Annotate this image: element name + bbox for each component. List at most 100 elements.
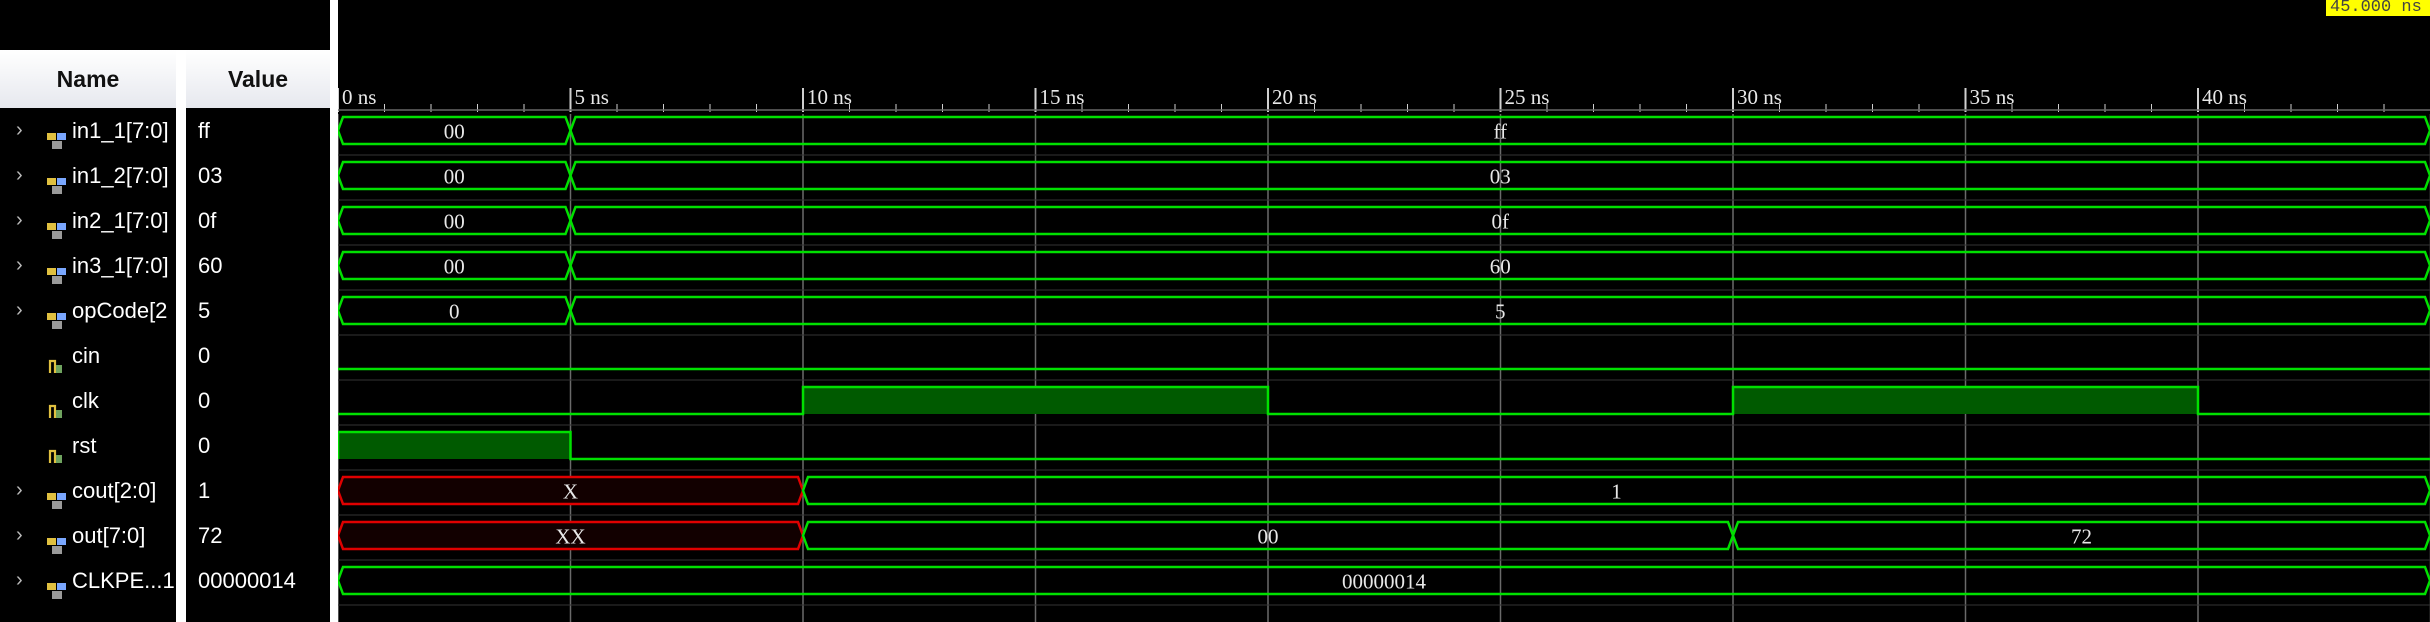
signal-name-column: › in1_1[7:0] › in1_2[7:0] › in2_1[7:0] › in3_1[…	[0, 108, 176, 622]
bus-segment	[569, 295, 2430, 326]
signal-row-10[interactable]: › CLKPE...1:0	[0, 558, 176, 603]
signal-name: cin	[72, 343, 101, 368]
signal-value: 72	[198, 523, 223, 548]
bit-signal-icon	[46, 391, 68, 418]
signal-name: in1_2[7:0]	[72, 163, 169, 188]
bit-signal-icon	[46, 436, 68, 463]
chevron-right-icon[interactable]: ›	[16, 164, 23, 186]
signal-row-9[interactable]: › out[7:0]	[0, 513, 176, 558]
time-tick-label: 15 ns	[1040, 85, 1085, 109]
signal-name: cout[2:0]	[72, 478, 157, 503]
time-tick-label: 5 ns	[575, 85, 609, 109]
signal-name: rst	[72, 433, 97, 458]
signal-value: 0f	[198, 208, 217, 233]
bus-value-label: 72	[2071, 525, 2092, 549]
signal-row-2[interactable]: › in2_1[7:0]	[0, 198, 176, 243]
signal-value: 1	[198, 478, 211, 503]
column-header: Name Value	[0, 50, 330, 108]
bus-signal-icon	[46, 571, 68, 599]
bit-waveform	[338, 430, 2430, 461]
bus-signal-icon	[46, 211, 68, 239]
chevron-right-icon[interactable]: ›	[16, 524, 23, 546]
bus-segment	[801, 475, 2430, 506]
signal-value: 0	[198, 343, 211, 368]
column-separator[interactable]	[176, 50, 186, 622]
signal-list-panel: Name Value › in1_1[7:0] › in1_2[7:0] › in2_1[…	[0, 0, 330, 622]
signal-row-8[interactable]: › cout[2:0]	[0, 468, 176, 513]
time-tick-label: 0 ns	[342, 85, 376, 109]
signal-name: clk	[72, 388, 99, 413]
bus-signal-icon	[46, 301, 68, 329]
bus-value-label: 00	[444, 210, 465, 234]
bus-value-label: ff	[1493, 120, 1507, 144]
bit-signal-icon	[46, 346, 68, 373]
bus-value-label: 00	[444, 165, 465, 189]
bus-value-label: 1	[1611, 480, 1622, 504]
bus-value-label: 03	[1490, 165, 1511, 189]
bus-segment	[569, 205, 2430, 236]
signal-name: out[7:0]	[72, 523, 146, 548]
signal-value: 60	[198, 253, 223, 278]
time-tick-label: 10 ns	[807, 85, 852, 109]
time-tick-label: 25 ns	[1505, 85, 1550, 109]
time-tick-label: 40 ns	[2202, 85, 2247, 109]
bus-segment	[569, 250, 2430, 281]
signal-name: in2_1[7:0]	[72, 208, 169, 233]
bit-high-fill	[803, 387, 1268, 414]
signal-value: 0	[198, 388, 211, 413]
bus-segment	[569, 160, 2430, 191]
bus-value-label: 00	[444, 255, 465, 279]
bit-high-fill	[1733, 387, 2198, 414]
bus-signal-icon	[46, 481, 68, 509]
chevron-right-icon[interactable]: ›	[16, 119, 23, 141]
signal-name: in3_1[7:0]	[72, 253, 169, 278]
signal-value: 03	[198, 163, 223, 188]
bus-segment	[1731, 520, 2430, 551]
bus-value-label: 0f	[1492, 210, 1510, 234]
waveform-view[interactable]: 0 ns 5 ns 10 ns 15 ns 20 ns 25 ns 30 ns 35 ns 40…	[338, 0, 2430, 622]
signal-row-0[interactable]: › in1_1[7:0]	[0, 108, 176, 153]
signal-row-4[interactable]: › opCode[2	[0, 288, 176, 333]
bus-value-label: 5	[1495, 300, 1506, 324]
signal-name: opCode[2	[72, 298, 168, 323]
signal-name: in1_1[7:0]	[72, 118, 169, 143]
signal-row-7[interactable]: rst	[0, 423, 176, 468]
cursor-time-label[interactable]: 45.000 ns	[2326, 0, 2430, 16]
chevron-right-icon[interactable]: ›	[16, 299, 23, 321]
signal-name: CLKPE...1:0	[72, 568, 176, 593]
bus-value-label: 00000014	[1342, 570, 1427, 594]
bus-value-label: X	[563, 480, 578, 504]
bus-signal-icon	[46, 256, 68, 284]
signal-value: 0	[198, 433, 211, 458]
signal-row-5[interactable]: cin	[0, 333, 176, 378]
bus-value-label: 00	[1258, 525, 1279, 549]
signal-value-column: ff 03 0f 60 5 0 0 0 1 72 00000014	[186, 108, 330, 622]
value-column-header[interactable]: Value	[227, 66, 289, 92]
signal-row-1[interactable]: › in1_2[7:0]	[0, 153, 176, 198]
bus-value-label: 60	[1490, 255, 1511, 279]
signal-value: 5	[198, 298, 211, 323]
chevron-right-icon[interactable]: ›	[16, 209, 23, 231]
bus-value-label: XX	[555, 525, 585, 549]
time-tick-label: 20 ns	[1272, 85, 1317, 109]
time-tick-label: 30 ns	[1737, 85, 1782, 109]
time-tick-label: 35 ns	[1970, 85, 2015, 109]
bus-segment	[338, 565, 2430, 596]
panel-divider[interactable]	[330, 0, 338, 622]
signal-value: 00000014	[198, 568, 296, 593]
signal-value: ff	[198, 118, 210, 143]
chevron-right-icon[interactable]: ›	[16, 254, 23, 276]
bus-signal-icon	[46, 166, 68, 194]
signal-row-6[interactable]: clk	[0, 378, 176, 423]
chevron-right-icon[interactable]: ›	[16, 479, 23, 501]
bit-high-fill	[338, 432, 571, 459]
name-column-header[interactable]: Name	[56, 66, 120, 92]
bus-signal-icon	[46, 526, 68, 554]
bus-value-label: 00	[444, 120, 465, 144]
signal-row-3[interactable]: › in3_1[7:0]	[0, 243, 176, 288]
chevron-right-icon[interactable]: ›	[16, 569, 23, 591]
bus-signal-icon	[46, 121, 68, 149]
bus-segment	[569, 115, 2430, 146]
bit-waveform	[338, 385, 2430, 416]
toolbar-area	[0, 0, 330, 50]
